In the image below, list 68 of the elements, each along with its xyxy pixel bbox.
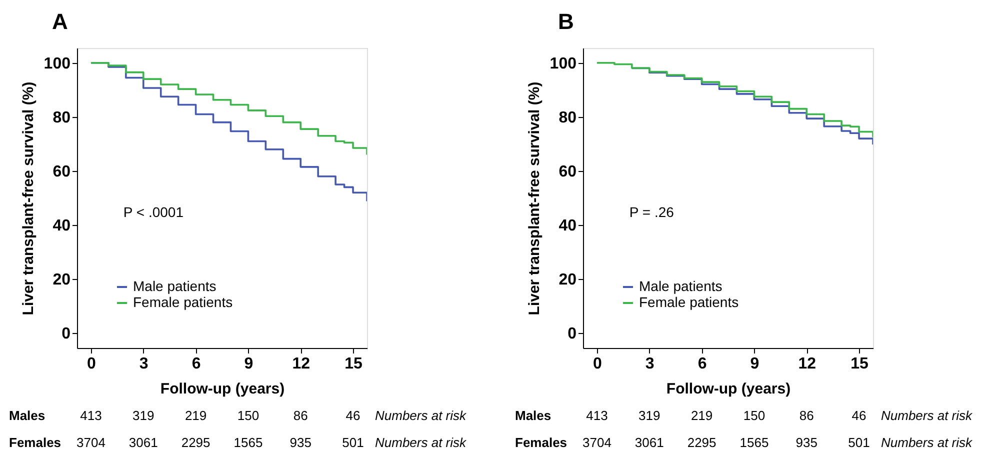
text: 3061 <box>128 435 158 450</box>
text: 935 <box>796 435 818 450</box>
text: 219 <box>184 408 207 423</box>
x-tick-label: 3 <box>139 356 148 372</box>
text: Males <box>9 408 46 423</box>
text: 3704 <box>582 435 612 450</box>
text: 86 <box>799 408 814 423</box>
text: Females <box>9 435 62 450</box>
y-axis-title: Liver transplant-free survival (%) <box>20 82 37 316</box>
x-tick-label: 0 <box>593 356 602 372</box>
text: 1565 <box>740 435 769 450</box>
x-tick-label: 15 <box>344 356 363 372</box>
text: 46 <box>852 408 866 423</box>
y-tick-label: 0 <box>62 326 71 343</box>
y-tick-label: 80 <box>52 109 71 126</box>
y-tick-label: 20 <box>52 272 71 289</box>
y-tick-label: 100 <box>550 55 577 72</box>
x-tick-label: 12 <box>292 356 310 372</box>
legend-label: Male patients <box>639 278 722 294</box>
x-tick-label: 3 <box>645 356 654 372</box>
text: 150 <box>743 408 766 423</box>
text: 413 <box>80 408 102 423</box>
text: Females <box>515 435 568 450</box>
y-tick-label: 40 <box>52 218 71 235</box>
text: 150 <box>237 408 260 423</box>
x-tick-label: 9 <box>750 356 760 372</box>
text: 219 <box>690 408 713 423</box>
annotation: P = .26 <box>629 204 674 220</box>
text: 46 <box>346 408 360 423</box>
text: 2295 <box>687 435 716 450</box>
y-tick-label: 100 <box>44 55 71 72</box>
text: Numbers at risk <box>881 435 974 450</box>
x-axis-title: Follow-up (years) <box>666 380 791 398</box>
text: 1565 <box>234 435 263 450</box>
text: 3704 <box>76 435 106 450</box>
x-tick-label: 6 <box>192 356 201 372</box>
x-tick-label: 0 <box>87 356 96 372</box>
y-tick-label: 60 <box>52 163 71 180</box>
y-tick-label: 40 <box>558 218 577 235</box>
legend-label: Male patients <box>133 278 216 294</box>
text: 935 <box>290 435 312 450</box>
text: Numbers at risk <box>375 435 468 450</box>
text: 501 <box>342 435 364 450</box>
text: Numbers at risk <box>881 408 974 423</box>
text: Males <box>515 408 552 423</box>
text: 2295 <box>181 435 210 450</box>
text: Numbers at risk <box>375 408 468 423</box>
y-tick-label: 0 <box>568 326 577 343</box>
text: 413 <box>586 408 608 423</box>
chart-title: A <box>52 9 68 34</box>
text: 319 <box>638 408 660 423</box>
legend-label: Female patients <box>639 294 739 310</box>
y-tick-label: 20 <box>558 272 577 289</box>
x-axis-title: Follow-up (years) <box>160 380 285 398</box>
text: 86 <box>293 408 308 423</box>
x-tick-label: 6 <box>698 356 707 372</box>
x-tick-label: 12 <box>798 356 816 372</box>
x-tick-label: 15 <box>850 356 869 372</box>
text: 319 <box>132 408 154 423</box>
x-tick-label: 9 <box>244 356 254 372</box>
y-tick-label: 80 <box>558 109 577 126</box>
annotation: P < .0001 <box>123 204 184 220</box>
text: 3061 <box>634 435 664 450</box>
y-tick-label: 60 <box>558 163 577 180</box>
legend-label: Female patients <box>133 294 233 310</box>
chart-title: B <box>558 9 574 34</box>
y-axis-title: Liver transplant-free survival (%) <box>526 82 543 316</box>
text: 501 <box>848 435 870 450</box>
